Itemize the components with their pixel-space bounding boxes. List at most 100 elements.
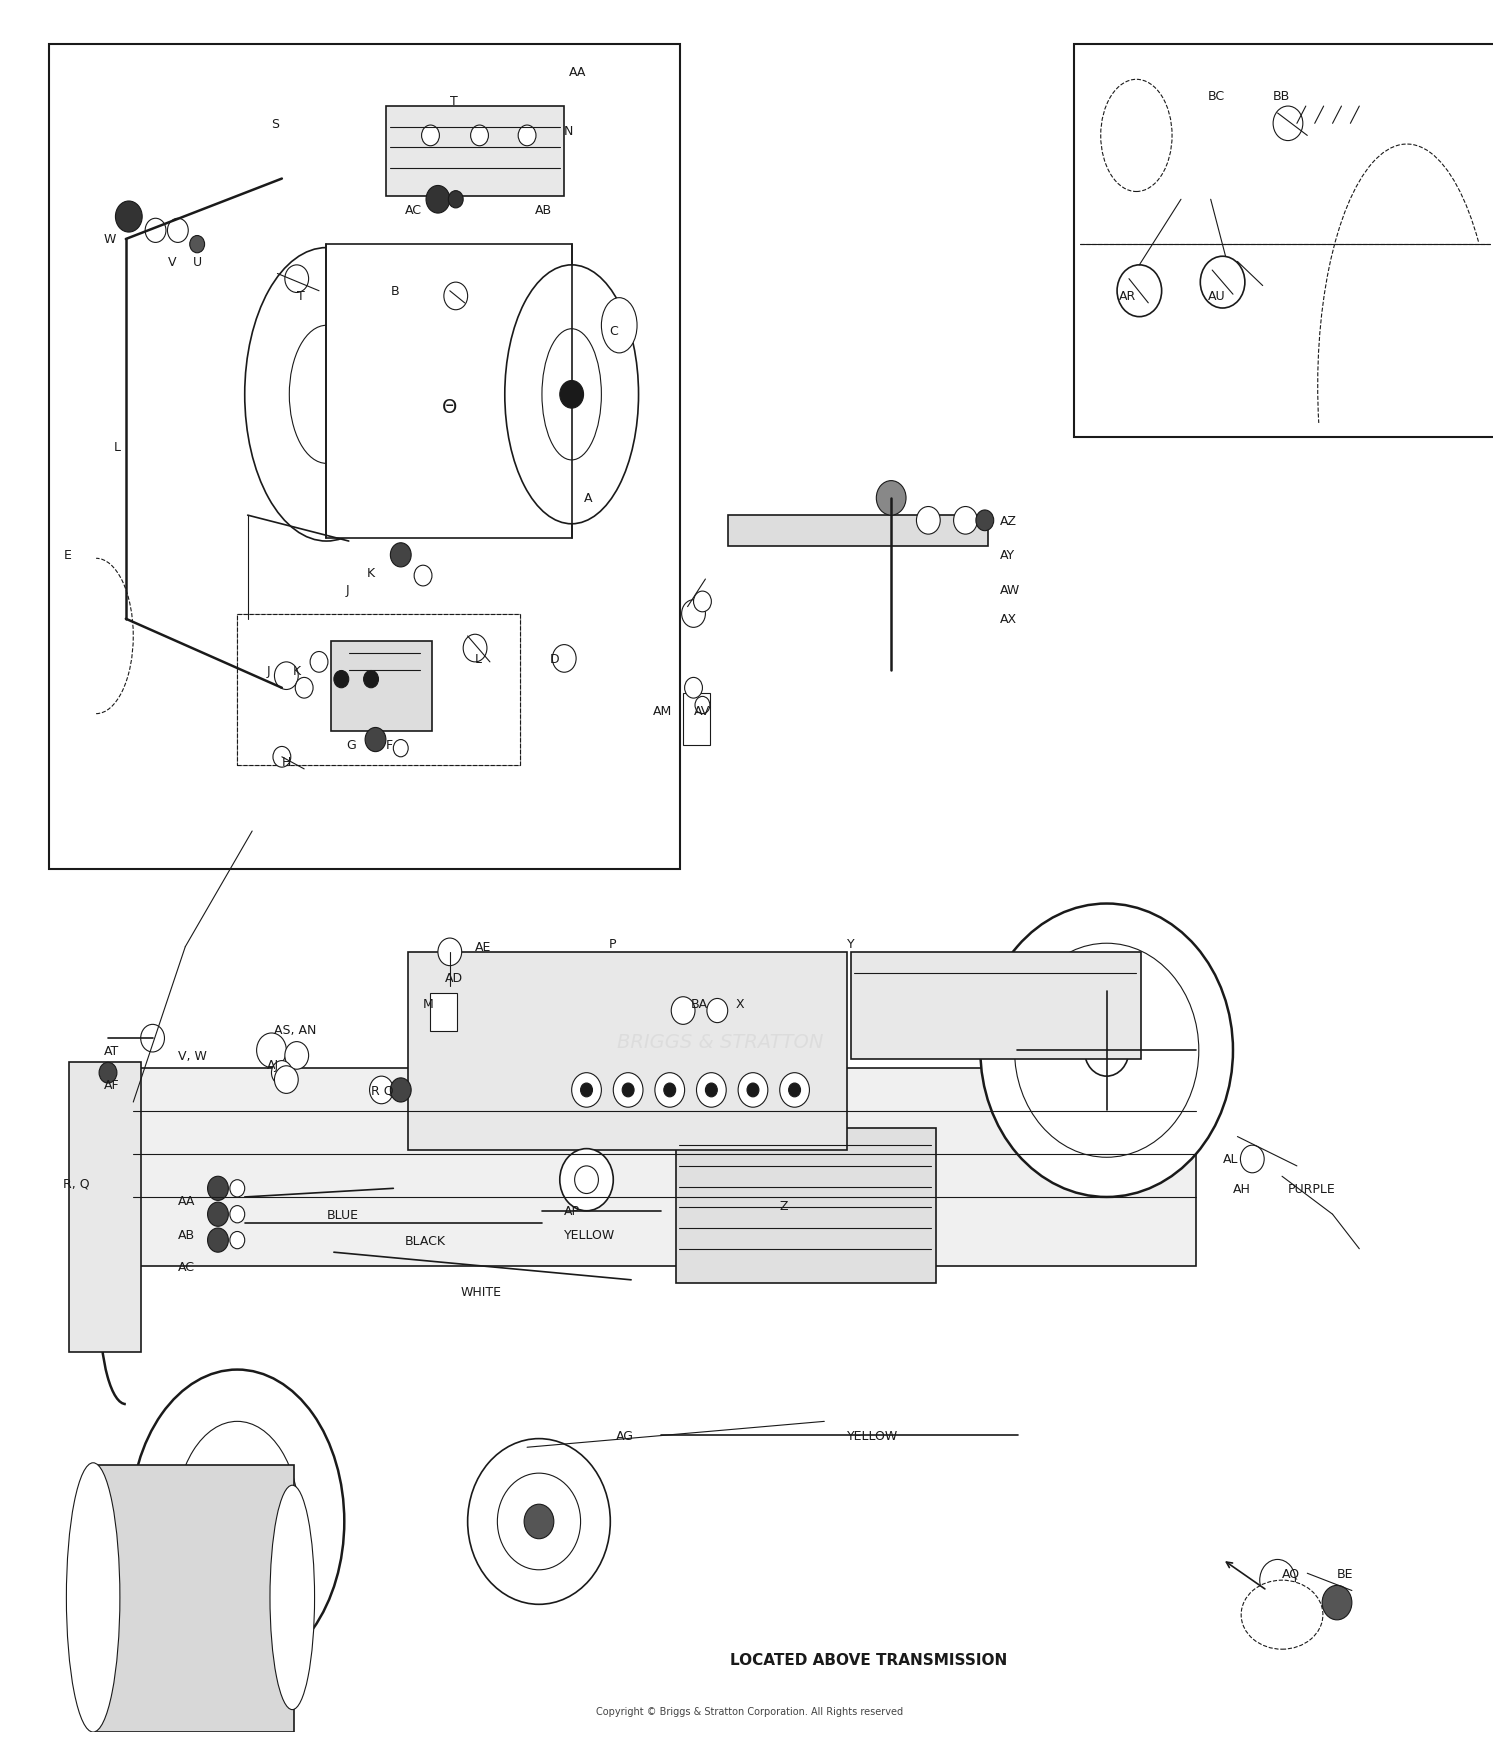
Text: BLUE: BLUE — [327, 1209, 358, 1221]
Text: AF: AF — [104, 1078, 118, 1092]
Text: E: E — [63, 550, 72, 562]
Circle shape — [614, 1073, 644, 1108]
Text: AW: AW — [999, 584, 1020, 596]
Circle shape — [916, 508, 940, 536]
Circle shape — [498, 1473, 580, 1570]
Circle shape — [273, 748, 291, 767]
Text: AC: AC — [405, 203, 422, 217]
Circle shape — [664, 1083, 675, 1097]
Text: Copyright © Briggs & Stratton Corporation. All Rights reserved: Copyright © Briggs & Stratton Corporatio… — [597, 1706, 903, 1716]
Text: H: H — [282, 756, 291, 769]
Circle shape — [1118, 266, 1161, 318]
Circle shape — [1274, 108, 1304, 141]
Text: AS, AN: AS, AN — [274, 1024, 316, 1036]
Text: AX: AX — [999, 612, 1017, 626]
Circle shape — [256, 1033, 286, 1068]
Circle shape — [789, 1083, 801, 1097]
Circle shape — [1014, 944, 1198, 1158]
Circle shape — [1084, 1024, 1130, 1076]
Circle shape — [560, 381, 584, 409]
Text: V: V — [168, 256, 176, 270]
Text: AC: AC — [178, 1259, 195, 1273]
Circle shape — [390, 1078, 411, 1103]
Ellipse shape — [270, 1485, 315, 1709]
Circle shape — [390, 544, 411, 567]
Text: AP: AP — [564, 1205, 580, 1217]
Text: T: T — [450, 96, 458, 108]
Circle shape — [693, 591, 711, 612]
Bar — [1074, 45, 1500, 438]
Circle shape — [99, 1063, 117, 1083]
Circle shape — [274, 663, 298, 690]
Text: L: L — [114, 440, 122, 454]
Circle shape — [334, 671, 348, 689]
Circle shape — [369, 1076, 393, 1104]
Text: K: K — [366, 567, 375, 579]
Circle shape — [230, 1205, 244, 1223]
Text: BE: BE — [1336, 1567, 1353, 1579]
Circle shape — [574, 1167, 598, 1193]
Text: BLACK: BLACK — [405, 1235, 445, 1247]
Ellipse shape — [290, 327, 363, 464]
Text: A: A — [584, 492, 592, 504]
Circle shape — [116, 202, 142, 233]
Circle shape — [981, 904, 1233, 1196]
Circle shape — [444, 283, 468, 311]
Text: AA: AA — [568, 66, 586, 78]
Circle shape — [706, 998, 728, 1023]
Circle shape — [274, 1066, 298, 1094]
Text: Y: Y — [846, 937, 853, 949]
Circle shape — [272, 1061, 292, 1085]
Text: D: D — [549, 652, 560, 666]
Ellipse shape — [506, 266, 639, 525]
Bar — [682, 694, 709, 746]
Text: BA: BA — [690, 998, 708, 1010]
Bar — [408, 953, 846, 1151]
Circle shape — [524, 1504, 554, 1539]
Circle shape — [1260, 1560, 1296, 1602]
Circle shape — [518, 125, 536, 146]
Bar — [430, 993, 457, 1031]
Circle shape — [285, 266, 309, 294]
Text: AZ: AZ — [999, 515, 1017, 527]
Ellipse shape — [1101, 80, 1172, 193]
Bar — [93, 1464, 294, 1732]
Text: AV: AV — [693, 704, 709, 716]
Circle shape — [422, 125, 440, 146]
Text: K: K — [292, 664, 300, 678]
Text: AA: AA — [178, 1195, 195, 1207]
Circle shape — [230, 1231, 244, 1249]
Circle shape — [393, 741, 408, 758]
Bar — [850, 953, 1142, 1059]
Circle shape — [363, 671, 378, 689]
Text: R Q: R Q — [370, 1083, 393, 1097]
Text: L: L — [476, 652, 482, 666]
Text: AU: AU — [1208, 290, 1225, 303]
Text: BRIGGS & STRATTON: BRIGGS & STRATTON — [616, 1033, 824, 1052]
Circle shape — [207, 1177, 228, 1200]
Circle shape — [552, 645, 576, 673]
Text: C: C — [609, 325, 618, 337]
Bar — [134, 1068, 1196, 1266]
Circle shape — [464, 635, 488, 663]
Text: M: M — [423, 998, 433, 1010]
Text: BC: BC — [1208, 90, 1225, 103]
Text: YELLOW: YELLOW — [564, 1229, 615, 1242]
Text: PURPLE: PURPLE — [1288, 1183, 1335, 1195]
Circle shape — [310, 652, 328, 673]
Text: Z: Z — [780, 1200, 788, 1212]
Text: AD: AD — [446, 972, 464, 984]
Text: U: U — [192, 256, 202, 270]
Circle shape — [705, 1083, 717, 1097]
Ellipse shape — [66, 1462, 120, 1732]
Bar — [728, 516, 988, 546]
Circle shape — [670, 996, 694, 1024]
Circle shape — [560, 1149, 614, 1210]
Text: AE: AE — [476, 941, 492, 953]
Text: X: X — [735, 998, 744, 1010]
Text: AT: AT — [104, 1043, 118, 1057]
Text: F: F — [386, 739, 393, 751]
Text: G: G — [346, 739, 355, 751]
Text: V, W: V, W — [178, 1049, 207, 1063]
Circle shape — [414, 565, 432, 586]
